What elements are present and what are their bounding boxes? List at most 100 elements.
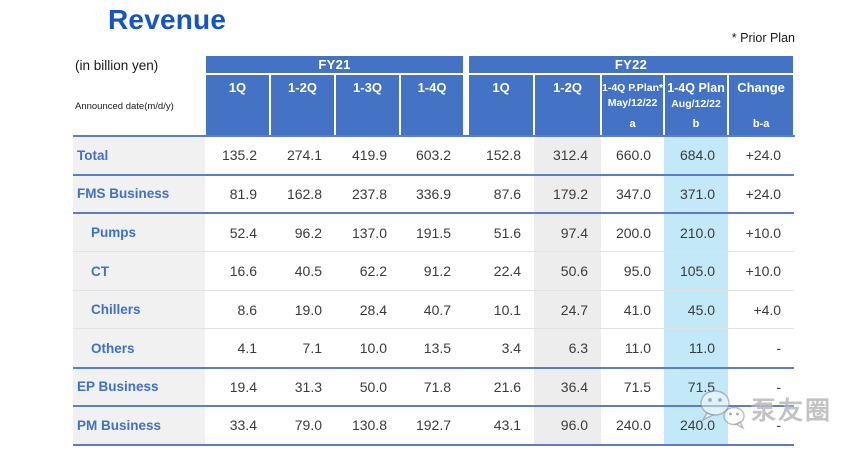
table-row: Chillers 8.6 19.0 28.4 40.7 10.1 24.7 41… bbox=[73, 290, 795, 330]
fy22-group-header: FY22 bbox=[467, 54, 796, 75]
table-corner: (in billion yen) Announced date(m/d/y) bbox=[73, 55, 205, 137]
col-header-change: Change b-a bbox=[727, 73, 796, 137]
cell-value: 10.1 bbox=[468, 290, 535, 330]
col-header-fy22-1q: 1Q bbox=[467, 73, 536, 137]
cell-value: 19.4 bbox=[205, 367, 270, 408]
row-label: Others bbox=[73, 328, 205, 369]
gap-cell bbox=[464, 290, 469, 330]
cell-value: 130.8 bbox=[335, 406, 400, 446]
row-label: PM Business bbox=[73, 406, 205, 446]
gap-cell bbox=[464, 136, 469, 176]
cell-value: 660.0 bbox=[601, 136, 665, 176]
cell-value: 237.8 bbox=[335, 174, 400, 215]
fy21-group-header: FY21 bbox=[203, 54, 466, 75]
col-key: b-a bbox=[752, 118, 770, 130]
table-row: EP Business 19.4 31.3 50.0 71.8 21.6 36.… bbox=[73, 367, 795, 408]
table-row: Others 4.1 7.1 10.0 13.5 3.4 6.3 11.0 11… bbox=[73, 328, 795, 369]
col-date: May/12/22 bbox=[607, 97, 658, 109]
cell-value: +24.0 bbox=[728, 174, 795, 215]
cell-value: 6.3 bbox=[534, 328, 602, 369]
cell-value: 200.0 bbox=[601, 213, 665, 253]
col-label: 1-2Q bbox=[288, 80, 317, 95]
cell-value: 191.5 bbox=[400, 213, 465, 253]
cell-value: 97.4 bbox=[534, 213, 602, 253]
cell-value: 274.1 bbox=[270, 136, 335, 176]
col-key: a bbox=[629, 118, 636, 130]
table-row: CT 16.6 40.5 62.2 91.2 22.4 50.6 95.0 10… bbox=[73, 251, 795, 291]
cell-value: 91.2 bbox=[400, 251, 465, 291]
cell-value: 192.7 bbox=[400, 406, 465, 446]
cell-value: 28.4 bbox=[335, 290, 400, 330]
col-label: 1Q bbox=[228, 80, 247, 95]
page-title: Revenue bbox=[108, 4, 227, 35]
col-header-fy21-1-2q: 1-2Q bbox=[269, 73, 336, 137]
cell-value: 210.0 bbox=[664, 213, 729, 253]
gap-cell bbox=[464, 367, 469, 408]
cell-value: +10.0 bbox=[728, 251, 795, 291]
cell-value: 105.0 bbox=[664, 251, 729, 291]
row-label: CT bbox=[73, 251, 205, 291]
cell-value: 43.1 bbox=[468, 406, 535, 446]
prior-plan-note: * Prior Plan bbox=[731, 31, 795, 45]
cell-value: 87.6 bbox=[468, 174, 535, 215]
cell-value: 31.3 bbox=[270, 367, 335, 408]
gap-cell bbox=[464, 213, 469, 253]
col-key: b bbox=[692, 118, 700, 130]
col-header-fy21-1-3q: 1-3Q bbox=[334, 73, 401, 137]
cell-value: 312.4 bbox=[534, 136, 602, 176]
column-header-row: 1Q 1-2Q 1-3Q 1-4Q 1Q 1-2Q bbox=[73, 73, 796, 137]
table-row: Total 135.2 274.1 419.9 603.2 152.8 312.… bbox=[73, 136, 795, 176]
cell-value: 79.0 bbox=[270, 406, 335, 446]
col-header-fy21-1q: 1Q bbox=[204, 73, 271, 137]
table-row: Pumps 52.4 96.2 137.0 191.5 51.6 97.4 20… bbox=[73, 213, 795, 253]
cell-value: 96.2 bbox=[270, 213, 335, 253]
group-header-row: (in billion yen) Announced date(m/d/y) F… bbox=[73, 54, 796, 137]
row-label: FMS Business bbox=[73, 174, 205, 215]
col-label: 1-4Q P.Plan* bbox=[601, 82, 664, 94]
col-header-fy22-prior-plan: 1-4Q P.Plan* May/12/22 a bbox=[600, 73, 666, 137]
cell-value: 137.0 bbox=[335, 213, 400, 253]
cell-value: 336.9 bbox=[400, 174, 465, 215]
cell-value: - bbox=[728, 406, 795, 446]
cell-value: +4.0 bbox=[728, 290, 795, 330]
cell-value: 50.6 bbox=[534, 251, 602, 291]
cell-value: 135.2 bbox=[205, 136, 270, 176]
gap-cell bbox=[464, 406, 469, 446]
cell-value: 33.4 bbox=[205, 406, 270, 446]
cell-value: 4.1 bbox=[205, 328, 270, 369]
row-label: Chillers bbox=[73, 290, 205, 330]
cell-value: 19.0 bbox=[270, 290, 335, 330]
cell-value: 179.2 bbox=[534, 174, 602, 215]
cell-value: 11.0 bbox=[664, 328, 729, 369]
cell-value: 40.5 bbox=[270, 251, 335, 291]
table-row: PM Business 33.4 79.0 130.8 192.7 43.1 9… bbox=[73, 406, 795, 446]
column-gap bbox=[464, 55, 469, 137]
cell-value: 62.2 bbox=[335, 251, 400, 291]
cell-value: +24.0 bbox=[728, 136, 795, 176]
cell-value: 51.6 bbox=[468, 213, 535, 253]
gap-cell bbox=[464, 328, 469, 369]
cell-value: 8.6 bbox=[205, 290, 270, 330]
cell-value: 240.0 bbox=[601, 406, 665, 446]
cell-value: 71.5 bbox=[664, 367, 729, 408]
revenue-table: (in billion yen) Announced date(m/d/y) F… bbox=[73, 54, 796, 446]
cell-value: 10.0 bbox=[335, 328, 400, 369]
announced-date-label: Announced date(m/d/y) bbox=[75, 101, 174, 112]
col-label: Change bbox=[737, 80, 785, 95]
col-label: 1-3Q bbox=[353, 80, 382, 95]
col-label: 1-4Q bbox=[417, 80, 447, 95]
cell-value: 95.0 bbox=[601, 251, 665, 291]
gap-cell bbox=[464, 251, 469, 291]
table-body: Total 135.2 274.1 419.9 603.2 152.8 312.… bbox=[73, 136, 795, 446]
cell-value: 52.4 bbox=[205, 213, 270, 253]
cell-value: 240.0 bbox=[664, 406, 729, 446]
row-label: Pumps bbox=[73, 213, 205, 253]
unit-label: (in billion yen) bbox=[75, 58, 159, 73]
cell-value: 40.7 bbox=[400, 290, 465, 330]
col-date: Aug/12/22 bbox=[671, 98, 721, 110]
cell-value: 13.5 bbox=[400, 328, 465, 369]
cell-value: 22.4 bbox=[468, 251, 535, 291]
col-header-fy22-plan: 1-4Q Plan Aug/12/22 b bbox=[663, 73, 730, 137]
col-header-fy22-1-2q: 1-2Q bbox=[533, 73, 603, 137]
cell-value: 684.0 bbox=[664, 136, 729, 176]
